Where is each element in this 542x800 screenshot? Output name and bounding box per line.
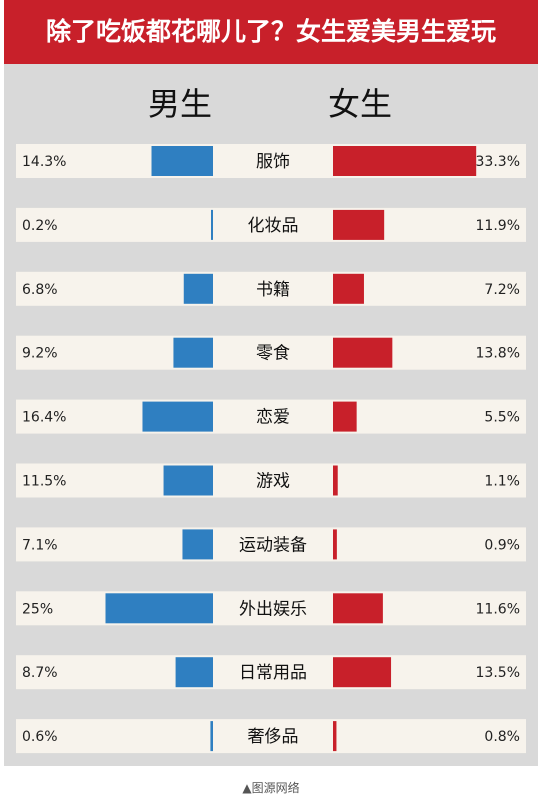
female-value-label: 0.9% <box>484 537 520 553</box>
male-bar <box>151 146 213 176</box>
male-bar <box>210 721 213 752</box>
category-label: 化妆品 <box>248 216 299 236</box>
male-value-label: 25% <box>22 601 53 617</box>
category-label: 运动装备 <box>239 535 307 555</box>
male-bar <box>182 529 213 560</box>
female-value-label: 0.8% <box>484 729 520 745</box>
female-value-label: 1.1% <box>484 474 520 490</box>
male-value-label: 6.8% <box>22 282 58 298</box>
female-bar <box>333 465 338 496</box>
row-background <box>16 207 526 242</box>
male-value-label: 11.5% <box>22 474 66 490</box>
female-value-label: 11.9% <box>476 218 520 234</box>
row-background <box>16 719 526 754</box>
male-bar <box>105 593 213 624</box>
male-value-label: 16.4% <box>22 410 66 426</box>
female-bar <box>333 401 357 432</box>
male-value-label: 8.7% <box>22 665 58 681</box>
category-label: 服饰 <box>256 152 290 172</box>
male-bar <box>173 337 213 368</box>
row-background <box>16 463 526 498</box>
row-background <box>16 655 526 690</box>
chart-title: 除了吃饭都花哪儿了？女生爱美男生爱玩 <box>4 0 538 64</box>
category-label: 恋爱 <box>256 407 290 428</box>
category-label: 游戏 <box>256 472 290 492</box>
male-bar <box>183 273 213 304</box>
female-bar <box>333 593 383 624</box>
female-bar <box>333 721 337 752</box>
female-bar <box>333 337 393 368</box>
category-label: 奢侈品 <box>248 727 299 747</box>
female-value-label: 13.8% <box>476 346 520 362</box>
row-background <box>16 335 526 370</box>
source-caption: ▲图源网络 <box>242 781 300 795</box>
chart-frame <box>4 0 538 766</box>
female-bar <box>333 273 364 304</box>
legend-male: 男生 <box>148 85 213 123</box>
female-bar <box>333 146 477 176</box>
female-value-label: 13.5% <box>476 665 520 681</box>
category-label: 外出娱乐 <box>239 599 307 619</box>
category-label: 书籍 <box>256 280 290 300</box>
male-value-label: 14.3% <box>22 154 66 170</box>
male-bar <box>211 209 213 240</box>
female-value-label: 11.6% <box>476 601 520 617</box>
female-value-label: 5.5% <box>484 410 520 426</box>
row-background <box>16 271 526 306</box>
row-background <box>16 527 526 562</box>
female-bar <box>333 657 392 688</box>
row-background <box>16 591 526 626</box>
male-bar <box>175 657 213 688</box>
female-value-label: 33.3% <box>476 154 520 170</box>
female-bar <box>333 209 385 240</box>
legend-female: 女生 <box>328 85 393 123</box>
male-value-label: 0.6% <box>22 729 58 745</box>
row-background <box>16 399 526 434</box>
male-value-label: 7.1% <box>22 537 58 553</box>
category-label: 零食 <box>256 344 290 364</box>
category-label: 日常用品 <box>239 663 307 683</box>
male-bar <box>142 401 213 432</box>
male-bar <box>163 465 213 496</box>
female-value-label: 7.2% <box>484 282 520 298</box>
male-value-label: 9.2% <box>22 346 58 362</box>
female-bar <box>333 529 337 560</box>
male-value-label: 0.2% <box>22 218 58 234</box>
